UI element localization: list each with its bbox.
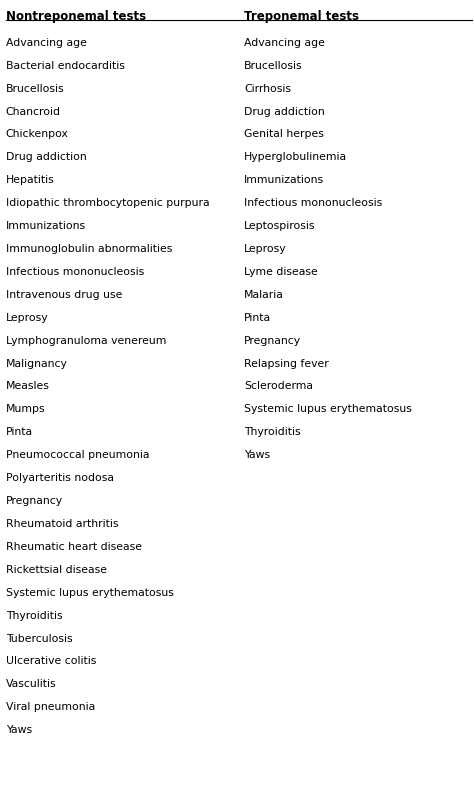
Text: Leprosy: Leprosy xyxy=(6,312,48,322)
Text: Idiopathic thrombocytopenic purpura: Idiopathic thrombocytopenic purpura xyxy=(6,198,210,208)
Text: Pneumococcal pneumonia: Pneumococcal pneumonia xyxy=(6,450,149,459)
Text: Polyarteritis nodosa: Polyarteritis nodosa xyxy=(6,472,114,483)
Text: Pregnancy: Pregnancy xyxy=(244,336,301,345)
Text: Chancroid: Chancroid xyxy=(6,107,61,116)
Text: Tuberculosis: Tuberculosis xyxy=(6,633,73,642)
Text: Advancing age: Advancing age xyxy=(6,38,87,47)
Text: Brucellosis: Brucellosis xyxy=(6,84,64,93)
Text: Nontreponemal tests: Nontreponemal tests xyxy=(6,10,146,22)
Text: Vasculitis: Vasculitis xyxy=(6,679,56,688)
Text: Hepatitis: Hepatitis xyxy=(6,175,55,185)
Text: Bacterial endocarditis: Bacterial endocarditis xyxy=(6,61,125,71)
Text: Relapsing fever: Relapsing fever xyxy=(244,358,329,368)
Text: Infectious mononucleosis: Infectious mononucleosis xyxy=(244,198,383,208)
Text: Systemic lupus erythematosus: Systemic lupus erythematosus xyxy=(6,587,173,597)
Text: Leptospirosis: Leptospirosis xyxy=(244,221,316,230)
Text: Mumps: Mumps xyxy=(6,404,46,414)
Text: Thyroiditis: Thyroiditis xyxy=(244,427,301,437)
Text: Pregnancy: Pregnancy xyxy=(6,495,63,505)
Text: Infectious mononucleosis: Infectious mononucleosis xyxy=(6,267,144,276)
Text: Drug addiction: Drug addiction xyxy=(244,107,325,116)
Text: Lyme disease: Lyme disease xyxy=(244,267,318,276)
Text: Thyroiditis: Thyroiditis xyxy=(6,610,62,620)
Text: Immunizations: Immunizations xyxy=(6,221,86,230)
Text: Immunoglobulin abnormalities: Immunoglobulin abnormalities xyxy=(6,244,172,254)
Text: Intravenous drug use: Intravenous drug use xyxy=(6,290,122,300)
Text: Drug addiction: Drug addiction xyxy=(6,153,86,162)
Text: Rheumatic heart disease: Rheumatic heart disease xyxy=(6,541,142,551)
Text: Rheumatoid arthritis: Rheumatoid arthritis xyxy=(6,519,118,528)
Text: Advancing age: Advancing age xyxy=(244,38,325,47)
Text: Brucellosis: Brucellosis xyxy=(244,61,303,71)
Text: Yaws: Yaws xyxy=(6,724,32,734)
Text: Malignancy: Malignancy xyxy=(6,358,68,368)
Text: Leprosy: Leprosy xyxy=(244,244,287,254)
Text: Viral pneumonia: Viral pneumonia xyxy=(6,702,95,711)
Text: Scleroderma: Scleroderma xyxy=(244,381,313,391)
Text: Lymphogranuloma venereum: Lymphogranuloma venereum xyxy=(6,336,166,345)
Text: Malaria: Malaria xyxy=(244,290,284,300)
Text: Rickettsial disease: Rickettsial disease xyxy=(6,564,107,574)
Text: Chickenpox: Chickenpox xyxy=(6,129,69,139)
Text: Pinta: Pinta xyxy=(6,427,33,437)
Text: Pinta: Pinta xyxy=(244,312,271,322)
Text: Treponemal tests: Treponemal tests xyxy=(244,10,359,22)
Text: Systemic lupus erythematosus: Systemic lupus erythematosus xyxy=(244,404,412,414)
Text: Hyperglobulinemia: Hyperglobulinemia xyxy=(244,153,347,162)
Text: Immunizations: Immunizations xyxy=(244,175,324,185)
Text: Genital herpes: Genital herpes xyxy=(244,129,324,139)
Text: Measles: Measles xyxy=(6,381,50,391)
Text: Cirrhosis: Cirrhosis xyxy=(244,84,291,93)
Text: Ulcerative colitis: Ulcerative colitis xyxy=(6,656,96,666)
Text: Yaws: Yaws xyxy=(244,450,270,459)
